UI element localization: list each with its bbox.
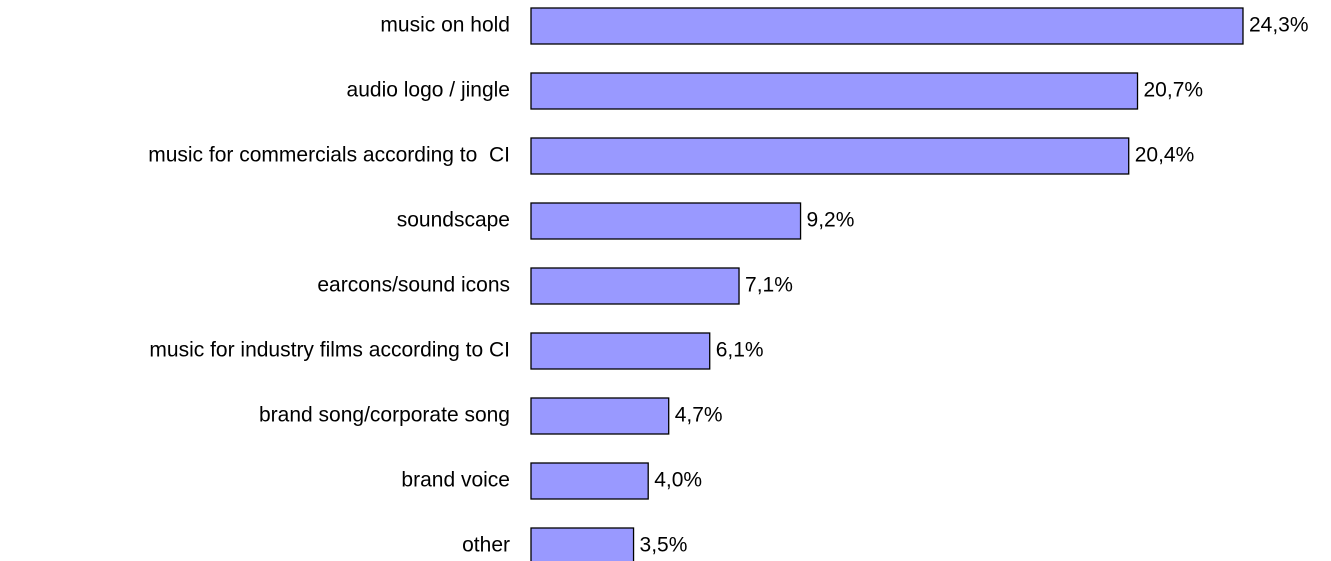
bar (530, 72, 1139, 110)
category-label: brand song/corporate song (259, 404, 510, 427)
category-label: other (462, 534, 510, 557)
category-label: audio logo / jingle (347, 79, 510, 102)
value-label: 3,5% (640, 534, 688, 557)
category-label: soundscape (397, 209, 510, 232)
bar (530, 202, 802, 240)
category-label: brand voice (401, 469, 510, 492)
value-label: 20,7% (1144, 79, 1204, 102)
value-label: 4,7% (675, 404, 723, 427)
value-label: 4,0% (654, 469, 702, 492)
value-label: 24,3% (1249, 14, 1309, 37)
category-label: music on hold (380, 14, 510, 37)
bar (530, 462, 649, 500)
value-label: 7,1% (745, 274, 793, 297)
bar (530, 332, 711, 370)
bar (530, 7, 1244, 45)
category-label: music for industry films according to CI (149, 339, 510, 362)
value-label: 20,4% (1135, 144, 1195, 167)
category-label: music for commercials according to CI (148, 144, 510, 167)
bar (530, 137, 1130, 175)
bar (530, 397, 670, 435)
value-label: 9,2% (807, 209, 855, 232)
category-label: earcons/sound icons (317, 274, 510, 297)
bar (530, 527, 635, 561)
value-label: 6,1% (716, 339, 764, 362)
bar (530, 267, 740, 305)
